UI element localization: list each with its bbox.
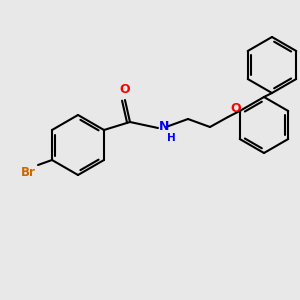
Text: N: N bbox=[159, 121, 169, 134]
Text: O: O bbox=[230, 102, 241, 115]
Text: O: O bbox=[120, 83, 130, 96]
Text: Br: Br bbox=[21, 166, 36, 179]
Text: H: H bbox=[167, 133, 176, 143]
